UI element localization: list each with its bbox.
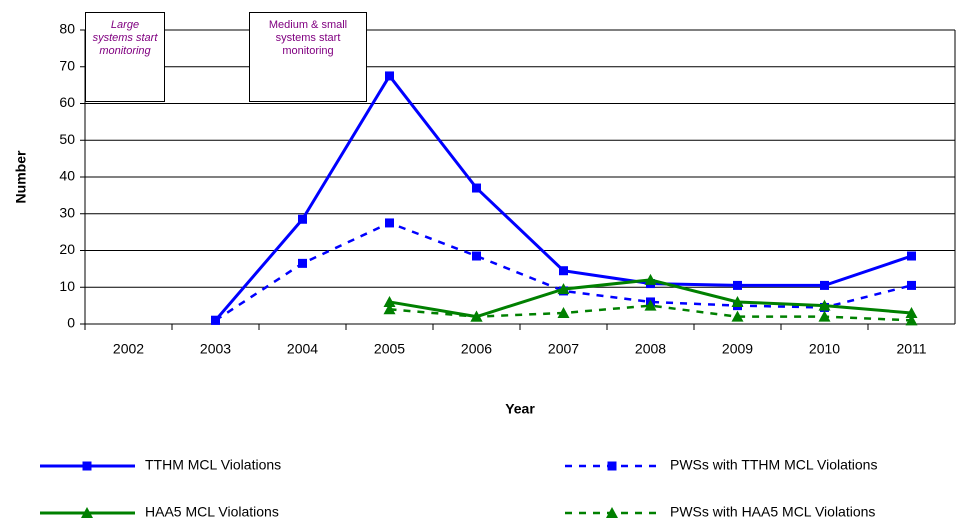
legend-marker <box>82 461 92 471</box>
x-tick-label: 2010 <box>809 341 840 357</box>
data-point <box>383 295 396 307</box>
x-tick-label: 2009 <box>722 341 753 357</box>
legend-marker <box>606 507 618 518</box>
legend-label: HAA5 MCL Violations <box>145 504 279 520</box>
data-point <box>907 251 916 261</box>
legend-marker <box>81 507 93 518</box>
x-tick-label: 2008 <box>635 341 666 357</box>
data-point <box>818 299 831 311</box>
data-point <box>731 310 744 322</box>
data-point <box>559 266 568 276</box>
y-tick-label: 40 <box>59 168 75 184</box>
data-point <box>385 218 394 228</box>
y-tick-label: 50 <box>59 131 75 147</box>
data-point <box>472 251 481 261</box>
data-point <box>905 306 918 318</box>
x-tick-label: 2003 <box>200 341 231 357</box>
data-point <box>907 280 916 290</box>
x-tick-label: 2005 <box>374 341 405 357</box>
data-point <box>644 299 657 311</box>
y-tick-label: 10 <box>59 278 75 294</box>
data-point <box>644 273 657 285</box>
annotation: Medium & small systems start monitoring <box>249 12 367 102</box>
y-tick-label: 70 <box>59 57 75 73</box>
data-point <box>383 303 396 315</box>
y-axis-label: Number <box>13 150 29 203</box>
data-point <box>905 314 918 326</box>
x-axis-label: Year <box>505 401 535 417</box>
legend-label: PWSs with HAA5 MCL Violations <box>670 504 875 520</box>
annotation: Large systems start monitoring <box>85 12 165 102</box>
data-point <box>470 310 483 322</box>
data-point <box>472 183 481 193</box>
legend-label: PWSs with TTHM MCL Violations <box>670 457 877 473</box>
x-tick-label: 2006 <box>461 341 492 357</box>
data-point <box>731 295 744 307</box>
legend-marker <box>607 461 617 471</box>
data-point <box>733 280 742 290</box>
x-tick-label: 2011 <box>896 341 926 357</box>
data-point <box>211 315 220 325</box>
data-point <box>298 214 307 224</box>
data-point <box>385 71 394 81</box>
x-tick-label: 2007 <box>548 341 579 357</box>
y-tick-label: 20 <box>59 241 75 257</box>
y-tick-label: 80 <box>59 21 75 37</box>
data-point <box>298 258 307 268</box>
y-tick-label: 60 <box>59 94 75 110</box>
x-tick-label: 2004 <box>287 341 318 357</box>
data-point <box>557 283 570 295</box>
legend-label: TTHM MCL Violations <box>145 457 281 473</box>
data-point <box>557 306 570 318</box>
y-tick-label: 0 <box>67 315 75 331</box>
data-point <box>820 280 829 290</box>
series-line <box>214 221 912 322</box>
y-tick-label: 30 <box>59 204 75 220</box>
data-point <box>818 310 831 322</box>
x-tick-label: 2002 <box>113 341 144 357</box>
